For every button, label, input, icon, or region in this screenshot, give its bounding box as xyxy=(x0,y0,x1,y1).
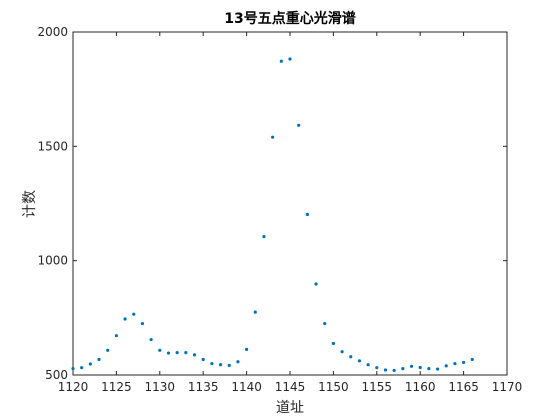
data-point xyxy=(71,366,75,371)
data-point xyxy=(114,334,118,338)
y-tick-label: 1000 xyxy=(37,254,68,268)
data-point xyxy=(409,364,414,368)
data-point xyxy=(444,364,448,368)
y-tick-label: 2000 xyxy=(37,25,68,39)
data-point xyxy=(357,359,362,363)
data-point xyxy=(462,360,466,365)
data-point xyxy=(80,366,84,370)
data-point xyxy=(297,123,301,127)
data-point xyxy=(192,353,197,357)
x-tick-label: 1135 xyxy=(188,380,219,394)
data-point xyxy=(253,310,257,314)
data-point xyxy=(401,366,405,371)
data-point xyxy=(158,348,162,352)
data-point xyxy=(323,321,327,326)
data-point xyxy=(97,357,101,362)
data-point xyxy=(392,368,396,373)
data-point xyxy=(427,366,431,371)
y-tick-label: 1500 xyxy=(37,139,68,153)
x-tick-label: 1125 xyxy=(101,380,132,394)
data-point xyxy=(236,360,240,364)
data-point xyxy=(453,361,457,366)
data-point xyxy=(470,357,474,362)
x-tick-label: 1140 xyxy=(231,380,262,394)
data-point xyxy=(227,363,231,367)
data-point xyxy=(366,363,370,367)
x-tick-label: 1120 xyxy=(58,380,89,394)
data-point xyxy=(435,367,440,371)
data-point xyxy=(166,351,171,355)
data-point xyxy=(132,312,136,316)
data-point xyxy=(140,321,145,326)
x-tick-label: 1165 xyxy=(448,380,479,394)
data-point xyxy=(88,362,92,366)
data-point xyxy=(279,59,283,63)
axis-ticks: 1120 1125 1130 1135 1140 1145 1150 1155 1160 1165… xyxy=(37,25,522,394)
data-point xyxy=(201,357,205,362)
plot-area xyxy=(72,31,508,376)
x-tick-label: 1170 xyxy=(492,380,523,394)
x-tick-label: 1145 xyxy=(275,380,306,394)
data-point xyxy=(184,350,188,355)
data-point xyxy=(331,341,335,346)
x-tick-label: 1160 xyxy=(405,380,436,394)
data-point xyxy=(106,348,110,352)
data-point xyxy=(349,355,353,359)
x-tick-label: 1155 xyxy=(362,380,393,394)
data-point xyxy=(383,368,388,372)
data-point xyxy=(245,347,249,351)
data-point xyxy=(175,350,179,355)
data-point xyxy=(210,361,214,366)
data-point xyxy=(218,363,223,367)
y-axis-label: 计数 xyxy=(22,190,38,218)
data-point xyxy=(305,212,309,217)
x-axis-label: 道址 xyxy=(276,400,304,416)
y-tick-label: 500 xyxy=(45,368,68,382)
data-points xyxy=(71,57,474,373)
x-tick-label: 1130 xyxy=(145,380,176,394)
data-point xyxy=(262,235,266,239)
data-point xyxy=(314,282,318,286)
data-point xyxy=(271,135,275,139)
data-point xyxy=(418,365,422,370)
data-point xyxy=(288,57,292,61)
data-point xyxy=(149,337,153,342)
chart-title: 13号五点重心光滑谱 xyxy=(224,10,355,27)
x-tick-label: 1150 xyxy=(318,380,349,394)
data-point xyxy=(123,317,127,321)
data-point xyxy=(340,350,344,354)
data-point xyxy=(375,366,379,370)
